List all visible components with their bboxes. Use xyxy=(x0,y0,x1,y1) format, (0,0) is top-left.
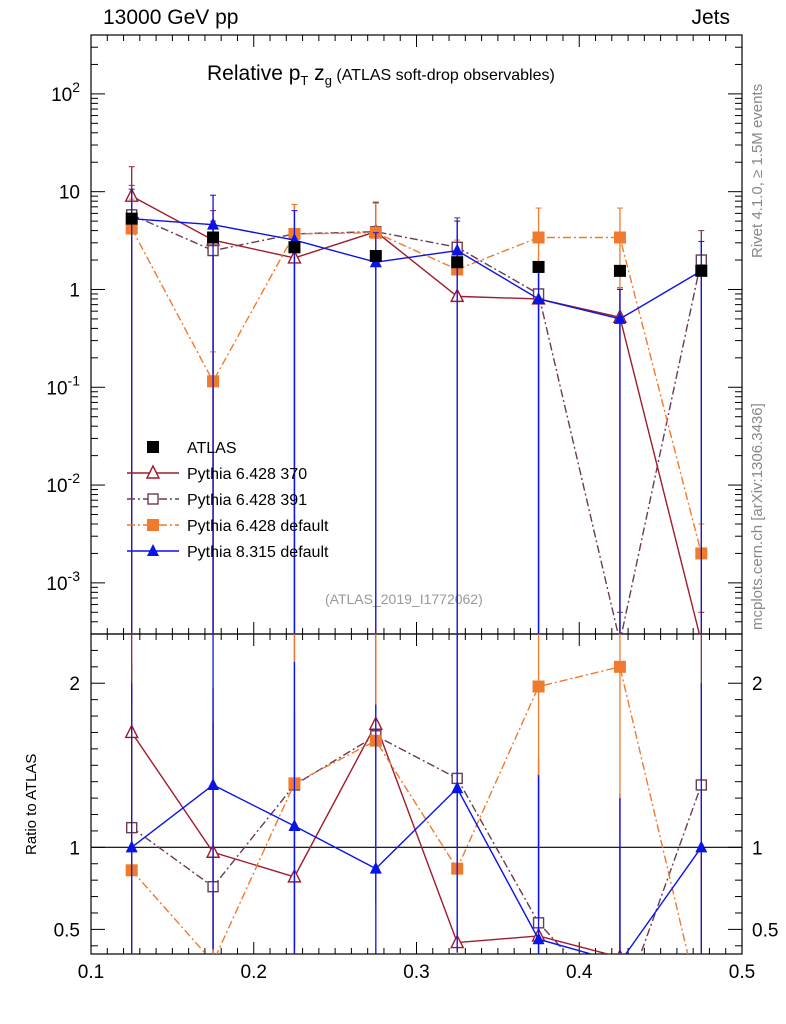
analysis-reference: (ATLAS_2019_I1772062) xyxy=(325,591,483,607)
ratio-line xyxy=(131,734,702,954)
data-point xyxy=(613,231,626,244)
process-label: 13000 GeV pp xyxy=(103,6,239,29)
data-point xyxy=(207,956,219,968)
series-line xyxy=(131,214,702,634)
plot-title: Relative pT zg (ATLAS soft-drop observab… xyxy=(207,62,555,89)
legend-entry: Pythia 6.428 391 xyxy=(127,492,307,509)
series-line xyxy=(131,217,702,320)
x-tick-label: 0.4 xyxy=(566,962,593,983)
x-tick-label: 0.1 xyxy=(78,962,104,983)
data-point xyxy=(125,840,138,853)
ratio-y-tick-label-right: 1 xyxy=(752,838,763,859)
data-point xyxy=(147,544,159,556)
data-point xyxy=(207,231,220,244)
ratio-line xyxy=(131,784,702,954)
y-tick-label: 1 xyxy=(69,280,80,301)
y-tick-label: 10-3 xyxy=(46,568,80,595)
data-point xyxy=(615,1006,625,1016)
ratio-line xyxy=(131,665,689,954)
data-point xyxy=(451,243,464,256)
data-point xyxy=(614,955,626,967)
legend-entry: Pythia 6.428 default xyxy=(127,518,329,535)
data-point xyxy=(288,241,301,254)
x-tick-label: 0.3 xyxy=(403,962,429,983)
data-point xyxy=(532,231,545,244)
y-tick-label: 10-1 xyxy=(46,372,80,399)
y-tick-label: 10 xyxy=(59,183,80,204)
legend-label: Pythia 8.315 default xyxy=(187,544,329,561)
series-line xyxy=(131,228,702,554)
data-point xyxy=(451,781,464,794)
series-main-4 xyxy=(125,188,708,634)
data-point xyxy=(207,217,220,230)
y-tick-label: 102 xyxy=(51,79,80,106)
data-point xyxy=(532,932,545,945)
data-point xyxy=(613,264,626,277)
data-point xyxy=(613,660,626,673)
legend-entry: Pythia 6.428 370 xyxy=(127,464,307,483)
legend-entry: ATLAS xyxy=(147,440,237,457)
data-point xyxy=(532,260,545,273)
ratio-y-tick-label-right: 2 xyxy=(752,674,763,695)
legend-label: Pythia 6.428 391 xyxy=(187,492,307,509)
data-point xyxy=(207,777,220,790)
category-label: Jets xyxy=(691,6,730,29)
data-point xyxy=(695,840,708,853)
data-point xyxy=(288,819,301,831)
legend-label: Pythia 6.428 370 xyxy=(187,466,307,483)
legend-label: Pythia 6.428 default xyxy=(187,518,329,535)
data-point xyxy=(125,212,138,225)
ratio-line xyxy=(131,722,611,954)
legend-entry: Pythia 8.315 default xyxy=(127,544,329,561)
ratio-y-tick-label: 2 xyxy=(69,674,80,695)
data-point xyxy=(147,441,159,453)
x-tick-label: 0.2 xyxy=(241,962,267,983)
data-point xyxy=(695,1005,707,1017)
ratio-y-tick-label: 1 xyxy=(69,838,80,859)
series-line xyxy=(131,195,701,634)
legend-label: ATLAS xyxy=(187,440,237,457)
data-point xyxy=(451,256,464,269)
data-point xyxy=(147,519,159,531)
series-ratio-4 xyxy=(125,634,708,967)
y-tick-label: 10-2 xyxy=(46,470,80,497)
data-point xyxy=(695,264,708,277)
x-tick-label: 0.5 xyxy=(729,962,755,983)
ratio-y-tick-label: 0.5 xyxy=(54,920,80,941)
data-point xyxy=(369,861,382,874)
data-point xyxy=(532,291,545,304)
data-point xyxy=(147,493,159,505)
data-point xyxy=(695,1004,707,1016)
data-point xyxy=(369,249,382,262)
ratio-y-tick-label-right: 0.5 xyxy=(752,920,778,941)
data-point xyxy=(145,464,161,479)
data-point xyxy=(532,680,545,693)
ratio-panel-frame xyxy=(90,633,743,955)
series-main-0 xyxy=(125,212,708,277)
data-point xyxy=(613,311,626,324)
